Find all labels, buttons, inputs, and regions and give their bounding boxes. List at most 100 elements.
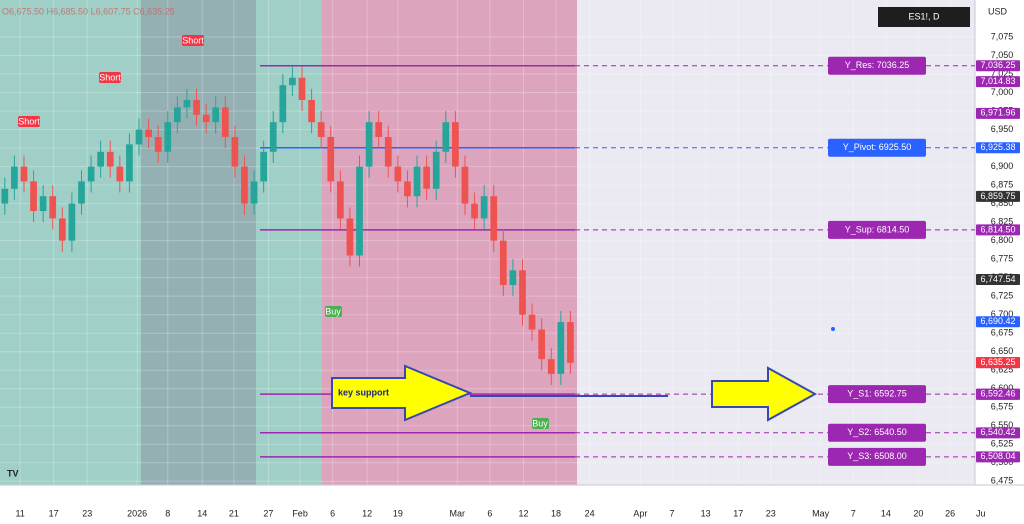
candle-body xyxy=(193,99,200,115)
logo: TV xyxy=(7,468,19,478)
level-label-box xyxy=(828,138,926,157)
x-tick-label: 12 xyxy=(518,508,528,518)
x-tick-label: 27 xyxy=(263,508,273,518)
candle-body xyxy=(509,270,517,286)
y-tick-label: 6,850 xyxy=(991,198,1014,208)
price-tag-label: 6,814.50 xyxy=(980,224,1015,234)
price-axis: 6,4756,5006,5256,5506,5756,6006,6256,650… xyxy=(976,31,1020,486)
candles xyxy=(1,66,574,386)
right-arrow xyxy=(711,366,818,422)
candle-body xyxy=(317,122,325,137)
y-tick-label: 6,825 xyxy=(991,217,1014,227)
left-arrow xyxy=(331,364,473,422)
key-support-annotation: key support xyxy=(331,364,818,422)
buy-box xyxy=(325,306,342,317)
x-tick-label: 17 xyxy=(733,508,743,518)
candle-body xyxy=(413,166,421,197)
y-tick-label: 6,700 xyxy=(991,309,1014,319)
x-tick-label: 17 xyxy=(49,508,59,518)
candle-body xyxy=(384,136,392,167)
levels: Y_Res: 7036.25 Y_Pivot: 6925.50 Y_Sup: 681… xyxy=(260,56,975,466)
candle-body xyxy=(212,107,220,123)
buy-label: Buy xyxy=(325,306,341,316)
level-label: Y_S1: 6592.75 xyxy=(847,388,907,398)
candle-body xyxy=(269,122,277,152)
price-tag xyxy=(976,427,1020,439)
candle-body xyxy=(221,107,229,137)
x-tick-label: 8 xyxy=(165,508,170,518)
price-tag-label: 6,971.96 xyxy=(980,108,1015,118)
x-tick-label: Ju xyxy=(976,508,986,518)
buy-label: Buy xyxy=(532,418,548,428)
candle-body xyxy=(145,129,152,137)
x-tick-label: 23 xyxy=(766,508,776,518)
candle-body xyxy=(375,122,383,137)
candle-body xyxy=(567,322,574,363)
candle-body xyxy=(308,99,315,123)
candle-body xyxy=(154,136,162,152)
candle-body xyxy=(135,129,143,145)
y-tick-label: 6,650 xyxy=(991,346,1014,356)
x-tick-label: 11 xyxy=(15,508,24,518)
y-tick-label: 6,875 xyxy=(991,179,1014,189)
candle-body xyxy=(442,122,450,152)
price-tag xyxy=(976,76,1020,88)
x-tick-label: 2026 xyxy=(127,508,147,518)
candle-body xyxy=(356,166,363,256)
candle-body xyxy=(557,322,565,374)
y-tick-label: 7,025 xyxy=(991,68,1014,78)
candle-body xyxy=(250,181,258,204)
x-tick-label: 13 xyxy=(701,508,711,518)
short-label: Short xyxy=(182,35,204,45)
candle-body xyxy=(289,77,296,86)
candle-body xyxy=(279,85,287,123)
x-tick-label: 14 xyxy=(197,508,207,518)
currency: USD xyxy=(988,6,1008,16)
price-tag xyxy=(976,451,1020,463)
candle-body xyxy=(528,314,536,330)
price-tag-label: 6,592.46 xyxy=(980,389,1015,399)
price-tag xyxy=(976,273,1020,285)
candle-body xyxy=(87,166,95,182)
key-support-label: key support xyxy=(338,387,389,397)
short-label: Short xyxy=(99,72,121,82)
y-tick-label: 6,550 xyxy=(991,420,1014,430)
short-box xyxy=(182,35,204,46)
candle-body xyxy=(423,166,430,189)
price-tag-label: 6,747.54 xyxy=(980,274,1015,284)
x-tick-label: 7 xyxy=(670,508,675,518)
buy-box xyxy=(532,418,549,429)
candle-body xyxy=(20,166,28,182)
x-tick-label: 14 xyxy=(881,508,891,518)
candle-body xyxy=(519,270,526,315)
candle-body xyxy=(499,240,507,286)
candle-body xyxy=(126,144,133,182)
price-tag-label: 6,635.25 xyxy=(980,357,1015,367)
x-tick-label: 23 xyxy=(82,508,92,518)
price-tag xyxy=(976,107,1020,119)
price-tag xyxy=(976,357,1020,369)
y-tick-label: 6,900 xyxy=(991,161,1014,171)
x-tick-label: Mar xyxy=(450,508,466,518)
y-tick-label: 6,950 xyxy=(991,124,1014,134)
y-tick-label: 7,000 xyxy=(991,87,1014,97)
price-tag-label: 7,036.25 xyxy=(980,60,1015,70)
signals: Short Short Short Buy Buy xyxy=(18,35,549,429)
candle-body xyxy=(327,136,335,182)
x-tick-label: 26 xyxy=(945,508,955,518)
candle-body xyxy=(68,203,76,241)
price-tag-label: 6,925.38 xyxy=(980,142,1015,152)
candle-body xyxy=(394,166,402,182)
short-box xyxy=(18,116,40,127)
candle-body xyxy=(30,181,37,212)
y-tick-label: 6,725 xyxy=(991,291,1014,301)
candle-body xyxy=(404,181,411,197)
y-tick-label: 6,775 xyxy=(991,254,1014,264)
x-tick-label: 12 xyxy=(362,508,372,518)
candle-body xyxy=(365,122,373,167)
price-tag-label: 7,014.83 xyxy=(980,76,1015,86)
y-tick-label: 6,800 xyxy=(991,235,1014,245)
price-tag xyxy=(976,142,1020,154)
price-tag xyxy=(976,224,1020,236)
